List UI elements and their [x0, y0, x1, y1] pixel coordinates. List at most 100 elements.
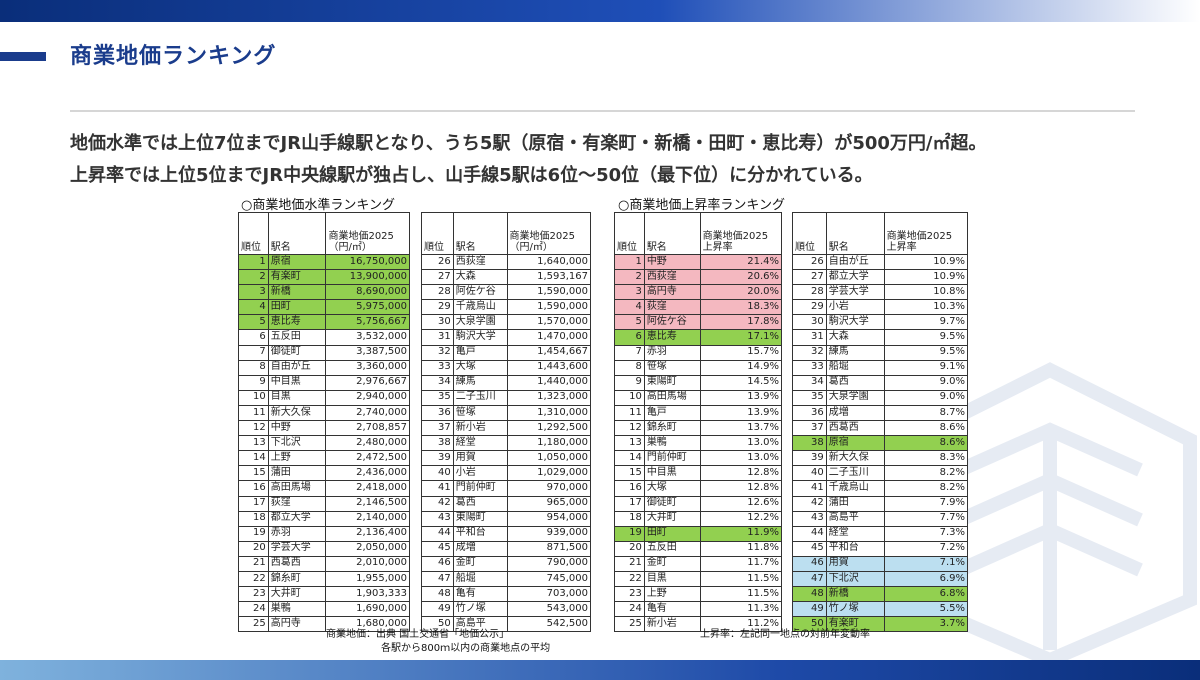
rank-cell: 46	[421, 555, 454, 572]
table-row: 44 経堂 7.3%	[792, 525, 969, 542]
table-row: 35 大泉学園 9.0%	[792, 389, 969, 406]
station-cell: 大井町	[267, 586, 327, 603]
station-cell: 金町	[643, 555, 701, 572]
table-row: 29 小岩 10.3%	[792, 299, 969, 316]
value-cell: 15.7%	[699, 344, 783, 361]
station-cell: 東陽町	[643, 374, 701, 391]
table-row: 30 大泉学園 1,570,000	[421, 314, 592, 331]
table-row: 34 練馬 1,440,000	[421, 374, 592, 391]
rank-cell: 1	[238, 253, 269, 271]
value-cell: 13.9%	[699, 389, 783, 406]
table-row: 33 船堀 9.1%	[792, 359, 969, 376]
station-cell: 平和台	[825, 540, 885, 557]
station-cell: 御徒町	[267, 344, 327, 361]
header-value-line-2: （円/㎡）	[328, 242, 372, 253]
value-cell: 965,000	[506, 495, 592, 512]
table-row: 15 中目黒 12.8%	[614, 465, 783, 482]
rank-cell: 45	[421, 540, 454, 557]
rank-cell: 10	[614, 389, 645, 406]
station-cell: 西荻窪	[643, 269, 701, 286]
value-cell: 1,690,000	[325, 601, 410, 618]
rank-cell: 1	[614, 253, 645, 271]
table-row: 27 大森 1,593,167	[421, 269, 592, 286]
rank-cell: 6	[614, 329, 645, 346]
value-cell: 12.8%	[699, 480, 783, 497]
rank-cell: 19	[614, 525, 645, 542]
station-cell: 千歳烏山	[825, 480, 885, 497]
rank-cell: 37	[421, 420, 454, 437]
rank-cell: 19	[238, 525, 269, 542]
station-cell: 二子玉川	[825, 465, 885, 482]
value-cell: 11.5%	[699, 586, 783, 603]
value-cell: 12.8%	[699, 465, 783, 482]
rank-cell: 20	[614, 540, 645, 557]
value-cell: 1,570,000	[506, 314, 592, 331]
station-cell: 錦糸町	[267, 570, 327, 588]
value-cell: 11.5%	[699, 570, 783, 588]
station-cell: 用賀	[825, 555, 885, 572]
header-value-line-1: 商業地価2025	[328, 231, 394, 242]
rank-cell: 9	[614, 374, 645, 391]
station-cell: 高島平	[452, 616, 508, 633]
rank-cell: 10	[238, 389, 269, 406]
value-cell: 11.9%	[699, 525, 783, 542]
value-cell: 20.0%	[699, 284, 783, 301]
rank-cell: 50	[792, 616, 827, 633]
value-cell: 10.9%	[883, 253, 969, 271]
rank-cell: 16	[614, 480, 645, 497]
station-cell: 大泉学園	[452, 314, 508, 331]
table-row: 42 葛西 965,000	[421, 495, 592, 512]
value-cell: 1,323,000	[506, 389, 592, 406]
station-cell: 新大久保	[267, 404, 327, 422]
station-cell: 下北沢	[267, 435, 327, 452]
header-value: 商業地価2025 上昇率	[883, 212, 969, 255]
rank-cell: 8	[238, 359, 269, 376]
station-cell: 成増	[452, 540, 508, 557]
table-row: 23 上野 11.5%	[614, 586, 783, 603]
value-cell: 790,000	[506, 555, 592, 572]
value-cell: 7.2%	[883, 540, 969, 557]
rank-cell: 15	[238, 465, 269, 482]
table-row: 24 巣鴨 1,690,000	[238, 601, 410, 618]
rank-cell: 49	[792, 601, 827, 618]
rank-cell: 44	[792, 525, 827, 542]
rank-cell: 16	[238, 480, 269, 497]
rank-cell: 21	[238, 555, 269, 572]
value-cell: 14.9%	[699, 359, 783, 376]
value-cell: 2,740,000	[325, 404, 410, 422]
value-cell: 10.9%	[883, 269, 969, 286]
value-cell: 745,000	[506, 570, 592, 588]
rank-cell: 28	[792, 284, 827, 301]
station-cell: 学芸大学	[267, 540, 327, 557]
bottom-accent-bar	[0, 660, 1200, 680]
value-cell: 9.7%	[883, 314, 969, 331]
value-cell: 8,690,000	[325, 284, 410, 301]
station-cell: 大森	[825, 329, 885, 346]
growth-ranking-table-1-25: 順位 駅名 商業地価2025 上昇率 1 中野 21.4% 2 西荻窪 20.6% 3 高円寺 20.0…	[614, 212, 783, 633]
value-cell: 1,180,000	[506, 435, 592, 452]
growth-ranking-table-26-50: 順位 駅名 商業地価2025 上昇率 26 自由が丘 10.9% 27 都立大学 10.9% 28 学…	[792, 212, 969, 633]
station-cell: 錦糸町	[643, 420, 701, 437]
station-cell: 練馬	[452, 374, 508, 391]
station-cell: 高田馬場	[267, 480, 327, 497]
station-cell: 高円寺	[643, 284, 701, 301]
growth-ranking-caption: ○商業地価上昇率ランキング	[618, 198, 785, 213]
table-row: 48 亀有 703,000	[421, 586, 592, 603]
station-cell: 千歳烏山	[452, 299, 508, 316]
station-cell: 五反田	[267, 329, 327, 346]
value-cell: 12.2%	[699, 510, 783, 527]
station-cell: 西葛西	[825, 420, 885, 437]
value-cell: 1,310,000	[506, 404, 592, 422]
rank-cell: 27	[792, 269, 827, 286]
station-cell: 阿佐ケ谷	[643, 314, 701, 331]
rank-cell: 48	[421, 586, 454, 603]
rank-cell: 43	[421, 510, 454, 527]
station-cell: 原宿	[267, 253, 327, 271]
station-cell: 都立大学	[267, 510, 327, 527]
value-cell: 8.2%	[883, 480, 969, 497]
rank-cell: 39	[421, 450, 454, 467]
rank-cell: 11	[614, 404, 645, 422]
station-cell: 亀有	[452, 586, 508, 603]
value-cell: 2,436,000	[325, 465, 410, 482]
value-cell: 13,900,000	[325, 269, 410, 286]
